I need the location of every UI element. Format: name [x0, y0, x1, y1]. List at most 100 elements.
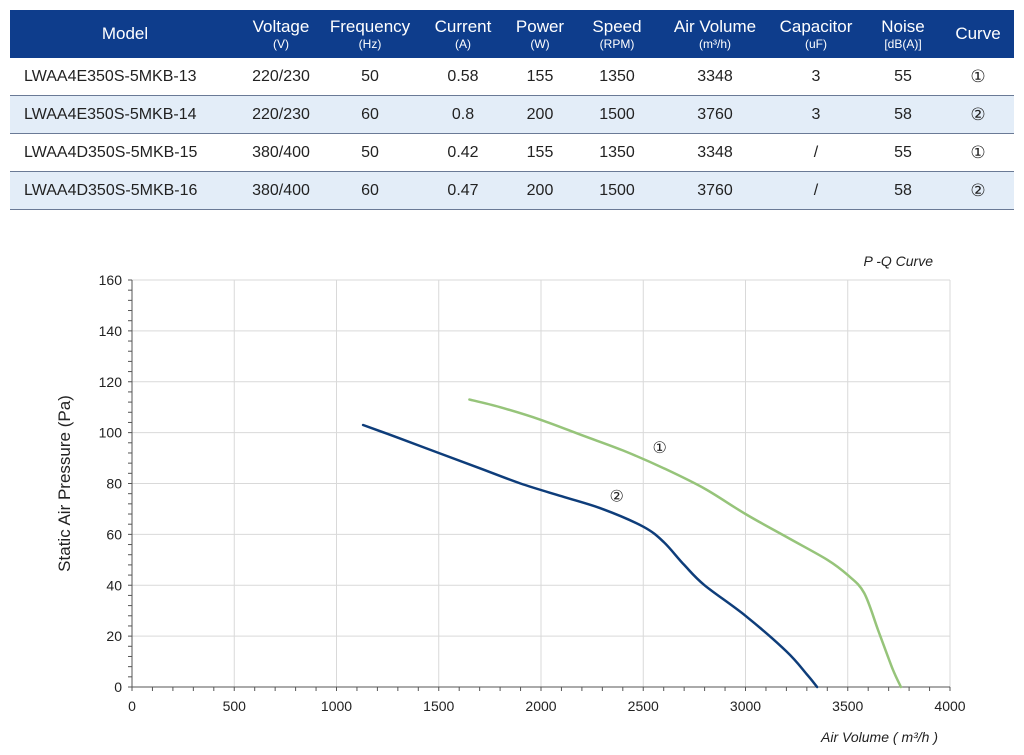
table-row: LWAA4D350S-5MKB-15 380/400 50 0.42 155 1350 33… [10, 133, 1014, 172]
column-header-name: Air Volume [673, 16, 757, 36]
model-cell: LWAA4E350S-5MKB-14 [10, 95, 240, 134]
table-cell: 155 [508, 58, 572, 96]
spec-table: Model Voltage (V) Frequency (Hz) Current (A) Po… [10, 10, 1014, 210]
model-cell: LWAA4D350S-5MKB-16 [10, 171, 240, 210]
y-tick-label: 140 [99, 323, 123, 339]
column-header: Frequency (Hz) [322, 10, 418, 58]
x-tick-label: 1500 [423, 698, 454, 714]
column-header-name: Speed [592, 16, 642, 36]
column-header: Voltage (V) [240, 10, 322, 58]
x-axis-label: Air Volume ( m³/h ) [820, 729, 938, 745]
column-header-unit: (A) [455, 36, 471, 51]
y-tick-label: 120 [99, 374, 123, 390]
table-cell: 3 [768, 58, 864, 96]
column-header-name: Frequency [329, 16, 411, 36]
table-cell: 55 [864, 133, 942, 172]
curve-cell: ① [942, 58, 1014, 96]
table-cell: 200 [508, 95, 572, 134]
x-tick-label: 500 [223, 698, 247, 714]
table-cell: 220/230 [240, 58, 322, 96]
table-cell: 0.58 [418, 58, 508, 96]
table-cell: 1500 [572, 95, 662, 134]
x-tick-label: 4000 [934, 698, 965, 714]
column-header-unit: (W) [530, 36, 550, 51]
series-label: ① [652, 440, 666, 457]
column-header-name: Power [515, 16, 565, 36]
table-row: LWAA4E350S-5MKB-14 220/230 60 0.8 200 1500 376… [10, 95, 1014, 134]
column-header: Power (W) [508, 10, 572, 58]
chart-title: P -Q Curve [864, 253, 934, 269]
table-cell: 1350 [572, 133, 662, 172]
table-cell: 0.42 [418, 133, 508, 172]
x-tick-label: 0 [128, 698, 136, 714]
x-tick-label: 2500 [628, 698, 659, 714]
column-header: Air Volume (m³/h) [662, 10, 768, 58]
model-cell: LWAA4E350S-5MKB-13 [10, 58, 240, 96]
table-cell: 0.47 [418, 171, 508, 210]
x-tick-label: 1000 [321, 698, 352, 714]
table-cell: 50 [322, 133, 418, 172]
table-cell: 3348 [662, 58, 768, 96]
column-header: Model [10, 10, 240, 58]
curve-cell: ② [942, 171, 1014, 210]
table-cell: 380/400 [240, 133, 322, 172]
column-header-unit: [dB(A)] [884, 36, 922, 51]
table-cell: 60 [322, 171, 418, 210]
table-cell: 3 [768, 95, 864, 134]
column-header-unit: (RPM) [599, 36, 635, 51]
x-tick-label: 3500 [832, 698, 863, 714]
y-tick-label: 160 [99, 272, 123, 288]
column-header: Current (A) [418, 10, 508, 58]
column-header-name: Voltage [252, 16, 310, 36]
table-cell: 58 [864, 171, 942, 210]
y-tick-label: 0 [114, 679, 122, 695]
series-line [361, 423, 819, 689]
y-tick-label: 20 [106, 628, 122, 644]
column-header-name: Curve [955, 24, 1001, 44]
column-header: Curve [942, 10, 1014, 58]
table-cell: 220/230 [240, 95, 322, 134]
model-cell: LWAA4D350S-5MKB-15 [10, 133, 240, 172]
table-row: LWAA4D350S-5MKB-16 380/400 60 0.47 200 1500 37… [10, 171, 1014, 210]
y-axis-label: Static Air Pressure (Pa) [55, 395, 74, 572]
pq-curve-chart: 0 500 1000 1500 2000 2500 3000 3500 4000 0 20 40 60 8… [55, 253, 966, 745]
table-cell: 155 [508, 133, 572, 172]
column-header-name: Capacitor [779, 16, 853, 36]
column-header-name: Current [434, 16, 492, 36]
table-cell: 60 [322, 95, 418, 134]
table-cell: 55 [864, 58, 942, 96]
column-header-unit: (uF) [805, 36, 827, 51]
column-header-unit: (V) [273, 36, 289, 51]
column-header-unit: (m³/h) [699, 36, 731, 51]
y-tick-label: 80 [106, 476, 122, 492]
table-row: LWAA4E350S-5MKB-13 220/230 50 0.58 155 1350 33… [10, 58, 1014, 96]
curve-cell: ① [942, 133, 1014, 172]
column-header: Speed (RPM) [572, 10, 662, 58]
x-tick-label: 2000 [525, 698, 556, 714]
table-cell: 3760 [662, 171, 768, 210]
column-header-unit: (Hz) [358, 36, 382, 51]
column-header-name: Model [101, 24, 149, 44]
table-cell: 3348 [662, 133, 768, 172]
series-line [468, 398, 903, 689]
x-tick-label: 3000 [730, 698, 761, 714]
table-cell: 1500 [572, 171, 662, 210]
table-cell: 50 [322, 58, 418, 96]
y-tick-label: 60 [106, 526, 122, 542]
column-header: Noise [dB(A)] [864, 10, 942, 58]
column-header-name: Noise [881, 16, 925, 36]
table-cell: 1350 [572, 58, 662, 96]
table-cell: 0.8 [418, 95, 508, 134]
y-tick-label: 100 [99, 425, 123, 441]
column-header: Capacitor (uF) [768, 10, 864, 58]
table-cell: / [768, 171, 864, 210]
y-tick-label: 40 [106, 577, 122, 593]
series-label: ② [609, 488, 623, 505]
table-cell: 3760 [662, 95, 768, 134]
curve-cell: ② [942, 95, 1014, 134]
table-cell: 58 [864, 95, 942, 134]
table-cell: / [768, 133, 864, 172]
table-header-row: Model Voltage (V) Frequency (Hz) Current (A) Po… [10, 10, 1014, 58]
table-cell: 200 [508, 171, 572, 210]
table-cell: 380/400 [240, 171, 322, 210]
